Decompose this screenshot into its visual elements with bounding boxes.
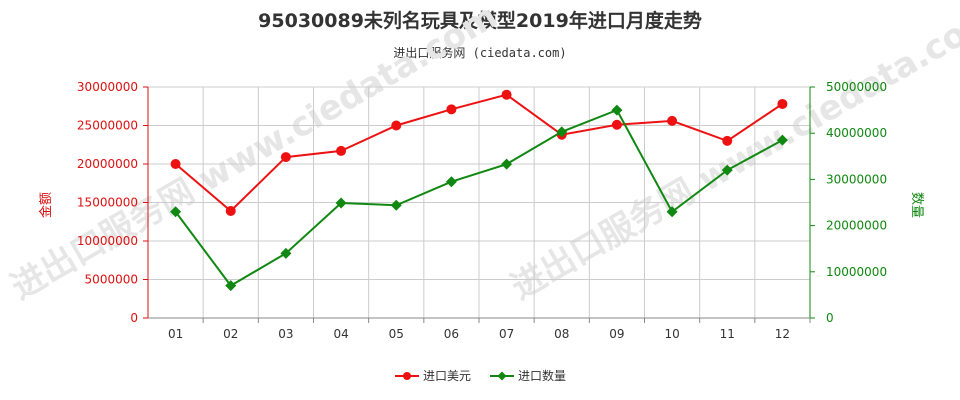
x-tick-label: 08 bbox=[554, 327, 569, 341]
chart-subtitle: 进出口服务网 (ciedata.com) bbox=[393, 46, 567, 60]
x-tick-label: 05 bbox=[389, 327, 404, 341]
svg-text:进出口服务网 www.ciedata.com: 进出口服务网 www.ciedata.com bbox=[505, 0, 960, 308]
left-tick-label: 5000000 bbox=[85, 273, 138, 287]
series-line-2 bbox=[174, 108, 783, 287]
left-tick-label: 20000000 bbox=[77, 157, 138, 171]
x-tick-label: 09 bbox=[609, 327, 624, 341]
x-tick-label: 07 bbox=[499, 327, 514, 341]
series-2-point bbox=[280, 247, 292, 259]
series-2-point bbox=[666, 206, 678, 218]
series-2-point bbox=[556, 126, 568, 138]
series-1-point bbox=[280, 152, 291, 163]
x-tick-label: 11 bbox=[720, 327, 735, 341]
series-2-point bbox=[501, 158, 513, 170]
chart-title: 95030089未列名玩具及模型2019年进口月度走势 bbox=[258, 10, 702, 32]
x-tick-label: 12 bbox=[775, 327, 790, 341]
series-1-point bbox=[611, 119, 622, 130]
series-2-point bbox=[721, 164, 733, 176]
x-tick-label: 03 bbox=[278, 327, 293, 341]
right-tick-label: 20000000 bbox=[826, 219, 887, 233]
left-tick-label: 10000000 bbox=[77, 234, 138, 248]
series-2-point bbox=[390, 199, 402, 211]
legend-swatch-marker bbox=[403, 372, 411, 380]
series-1-point bbox=[722, 135, 733, 146]
series-1-point bbox=[446, 104, 457, 115]
right-tick-label: 40000000 bbox=[826, 126, 887, 140]
series-2-point bbox=[335, 197, 347, 209]
right-tick-label: 10000000 bbox=[826, 265, 887, 279]
series-1-point bbox=[391, 120, 402, 131]
x-tick-label: 01 bbox=[168, 327, 183, 341]
series-2-point bbox=[611, 104, 623, 116]
x-tick-label: 10 bbox=[664, 327, 679, 341]
x-tick-label: 04 bbox=[333, 327, 348, 341]
legend-swatch-marker bbox=[497, 371, 507, 381]
left-tick-label: 30000000 bbox=[77, 80, 138, 94]
series-layer bbox=[170, 89, 788, 292]
series-2-point bbox=[445, 176, 457, 188]
right-tick-label: 50000000 bbox=[826, 80, 887, 94]
left-tick-label: 25000000 bbox=[77, 119, 138, 133]
x-tick-label: 02 bbox=[223, 327, 238, 341]
right-tick-label: 30000000 bbox=[826, 172, 887, 186]
series-2-point bbox=[776, 134, 788, 146]
series-1-point bbox=[225, 205, 236, 216]
right-tick-label: 0 bbox=[826, 311, 834, 325]
legend: 进口美元 进口数量 bbox=[395, 368, 566, 383]
y-right-axis-title: 数量 bbox=[909, 192, 924, 218]
series-1-point bbox=[501, 89, 512, 100]
svg-text:进出口服务网 www.ciedata.com: 进出口服务网 www.ciedata.com bbox=[5, 0, 505, 308]
series-1-point bbox=[667, 115, 678, 126]
series-line-1 bbox=[174, 93, 783, 213]
left-tick-label: 15000000 bbox=[77, 196, 138, 210]
series-2-point bbox=[225, 280, 237, 292]
series-1-point bbox=[777, 98, 788, 109]
legend-label: 进口美元 bbox=[423, 369, 471, 383]
left-tick-label: 0 bbox=[130, 311, 138, 325]
grid-lines bbox=[147, 86, 811, 319]
series-1-point bbox=[170, 159, 181, 169]
series-2-point bbox=[170, 206, 182, 218]
series-1-point bbox=[336, 145, 347, 156]
axes: 0 5000000 10000000 15000000 20000000 25000000… bbox=[38, 80, 924, 341]
legend-label: 进口数量 bbox=[518, 368, 566, 383]
y-left-axis-title: 金额 bbox=[38, 192, 54, 218]
x-tick-label: 06 bbox=[444, 327, 459, 341]
